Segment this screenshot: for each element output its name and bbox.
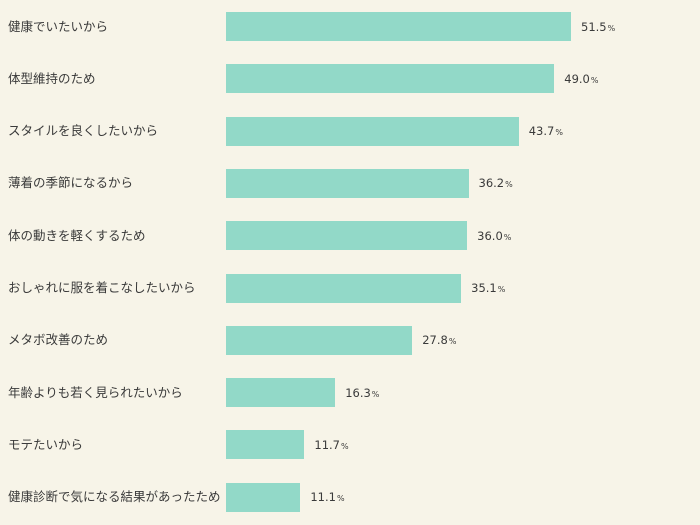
value-unit: % [590, 75, 599, 85]
bar [226, 273, 462, 303]
value-unit: % [555, 128, 563, 138]
value-unit: % [336, 494, 345, 504]
bar [226, 116, 519, 146]
bar [226, 482, 301, 512]
value-unit: % [448, 337, 457, 347]
value-unit: % [505, 180, 513, 190]
value-number: 36.2 [478, 176, 505, 191]
category-label: 健康診断で気になる結果があったため [8, 489, 221, 505]
value-number: 35.1 [471, 281, 497, 295]
bar [226, 12, 571, 41]
value-label: 16.3% [345, 381, 379, 405]
value-number: 11.7 [314, 437, 340, 452]
value-label: 11.1% [310, 485, 344, 509]
bar [226, 221, 468, 251]
value-number: 27.8 [422, 333, 448, 348]
bar [226, 64, 555, 94]
value-number: 51.5 [581, 19, 607, 34]
value-label: 36.2% [479, 171, 513, 195]
value-unit: % [340, 441, 349, 451]
value-number: 43.7 [528, 124, 555, 139]
category-label: 健康でいたいから [8, 18, 109, 34]
bar [226, 378, 336, 408]
value-unit: % [371, 389, 380, 399]
value-label: 43.7% [529, 119, 563, 143]
value-number: 49.0 [564, 71, 590, 86]
category-label: メタボ改善のため [8, 332, 109, 348]
bar [226, 325, 413, 355]
value-label: 51.5% [581, 15, 615, 39]
value-label: 36.0% [477, 224, 511, 248]
value-unit: % [497, 285, 506, 294]
value-label: 35.1% [471, 276, 505, 300]
category-label: 体の動きを軽くするため [8, 227, 146, 243]
category-label: スタイルを良くしたいから [8, 123, 159, 139]
value-label: 49.0% [564, 67, 598, 91]
value-number: 11.1 [310, 490, 336, 505]
category-label: モテたいから [8, 436, 84, 452]
value-number: 36.0 [477, 228, 503, 243]
value-label: 27.8% [422, 328, 456, 352]
value-unit: % [503, 232, 512, 242]
category-label: 体型維持のため [8, 70, 96, 86]
value-number: 16.3 [345, 385, 371, 400]
category-label: 薄着の季節になるから [8, 175, 134, 191]
bar [226, 430, 305, 460]
category-label: 年齢よりも若く見られたいから [8, 384, 183, 400]
value-label: 11.7% [314, 433, 348, 457]
bar [226, 168, 469, 198]
category-label: おしゃれに服を着こなしたいから [8, 280, 196, 295]
value-unit: % [607, 23, 616, 33]
